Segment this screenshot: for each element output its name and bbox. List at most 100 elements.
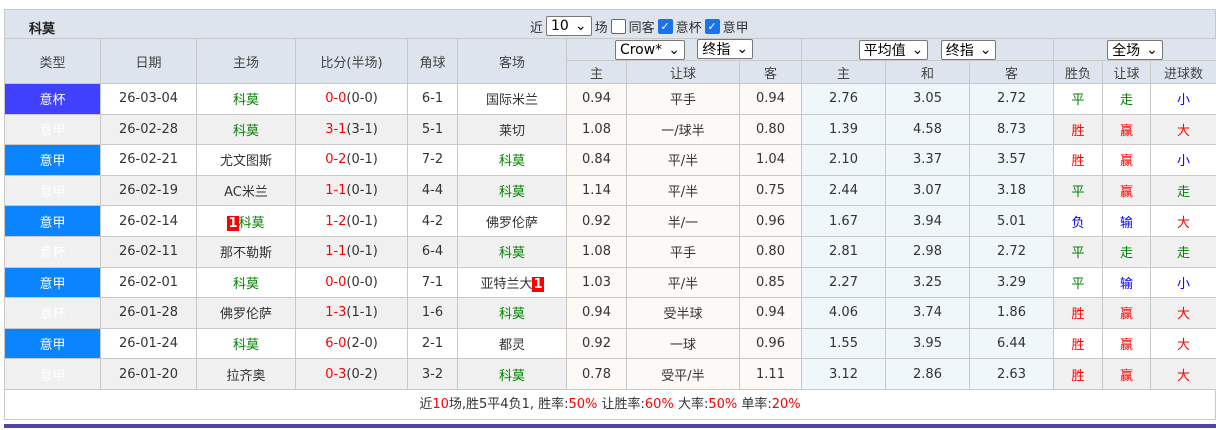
team-name[interactable]: 拉齐奥: [226, 368, 266, 384]
competition-cell[interactable]: 意甲: [4, 327, 101, 360]
result-cell: 负: [1053, 205, 1104, 237]
half-time-score: (0-1): [346, 213, 378, 229]
home-team-cell: 科莫: [196, 327, 296, 360]
handicap-result-cell: 赢: [1102, 113, 1152, 146]
handicap-result-cell: 赢: [1102, 358, 1152, 390]
average-select[interactable]: 平均值 ⌄: [858, 39, 929, 60]
odds-type-value: 终指: [702, 42, 731, 58]
date-cell: 26-02-01: [100, 266, 197, 299]
competition-cell[interactable]: 意甲: [4, 144, 101, 176]
team-name[interactable]: 佛罗伦萨: [219, 307, 272, 323]
header-e-draw: 和: [885, 60, 970, 84]
team-name[interactable]: AC米兰: [224, 185, 268, 201]
score-cell[interactable]: 0-2(0-1): [295, 144, 408, 176]
score-cell[interactable]: 1-2(0-1): [295, 205, 408, 237]
corner-cell: 5-1: [407, 113, 458, 146]
team-name[interactable]: 科莫: [498, 185, 525, 201]
corner-cell: 6-4: [407, 235, 458, 268]
team-name[interactable]: 莱切: [498, 123, 525, 139]
over-rate: 50%: [708, 396, 738, 412]
match-count-select[interactable]: 10 ⌄: [546, 16, 592, 36]
competition-cell[interactable]: 意甲: [4, 174, 101, 207]
score-cell[interactable]: 0-0(0-0): [295, 83, 408, 115]
team-name[interactable]: 国际米兰: [485, 93, 538, 109]
title-bar: 科莫 近 10 ⌄ 场 同客 ✓ 意杯 ✓ 意甲: [4, 9, 1216, 38]
avg-type-select[interactable]: 终指 ⌄: [940, 39, 997, 60]
result-cell: 平: [1053, 174, 1104, 207]
score-cell[interactable]: 1-3(1-1): [295, 297, 408, 329]
handicap-home-odds: 0.94: [566, 83, 627, 115]
team-name[interactable]: 科莫: [498, 307, 525, 323]
league-label: 意甲: [722, 20, 749, 36]
period-select[interactable]: 全场 ⌄: [1107, 39, 1163, 60]
league-checkbox[interactable]: ✓: [704, 18, 720, 34]
match-row: 意甲 26-02-14 1科莫 1-2(0-1) 4-2 佛罗伦萨 0.92 半…: [4, 205, 1216, 237]
europe-home-odds: 2.76: [801, 83, 886, 115]
handicap-home-odds: 1.14: [566, 174, 627, 207]
team-name[interactable]: 科莫: [498, 368, 525, 384]
score-cell[interactable]: 1-1(0-1): [295, 235, 408, 268]
europe-group-header: 平均值 ⌄ 终指 ⌄: [800, 38, 1055, 61]
half-time-score: (0-2): [346, 366, 378, 382]
europe-home-odds: 1.55: [801, 327, 886, 360]
handicap-group-header: Crow* ⌄ 终指 ⌄: [566, 38, 802, 61]
competition-cell[interactable]: 意甲: [4, 113, 101, 146]
date-cell: 26-02-28: [100, 113, 197, 146]
team-name[interactable]: 尤文图斯: [219, 154, 272, 170]
match-count-value: 10: [551, 18, 569, 34]
competition-cell[interactable]: 意杯: [4, 83, 101, 115]
team-name[interactable]: 科莫: [232, 276, 259, 292]
team-name[interactable]: 科莫: [232, 93, 259, 109]
half-time-score: (0-0): [346, 91, 378, 107]
half-time-score: (1-1): [346, 305, 378, 321]
competition-cell[interactable]: 意甲: [4, 266, 101, 299]
same-venue-checkbox[interactable]: [610, 18, 626, 34]
score-cell[interactable]: 0-0(0-0): [295, 266, 408, 299]
team-name[interactable]: 科莫: [238, 215, 265, 231]
handicap-line: 一球: [626, 327, 740, 360]
goals-result-cell: 走: [1150, 174, 1216, 207]
team-name[interactable]: 科莫: [232, 338, 259, 354]
period-value: 全场: [1112, 42, 1141, 59]
result-cell: 平: [1053, 266, 1104, 299]
team-name[interactable]: 亚特兰大: [480, 276, 533, 292]
goals-result-cell: 大: [1150, 327, 1216, 360]
chevron-down-icon: ⌄: [979, 41, 992, 58]
red-card-badge: 1: [532, 276, 544, 292]
competition-cell[interactable]: 意甲: [4, 205, 101, 237]
header-home: 主场: [196, 38, 296, 84]
score-cell[interactable]: 6-0(2-0): [295, 327, 408, 360]
odds-type-select[interactable]: 终指 ⌄: [697, 39, 754, 59]
competition-cell[interactable]: 意杯: [4, 235, 101, 268]
team-name[interactable]: 都灵: [498, 338, 525, 354]
score-cell[interactable]: 0-3(0-2): [295, 358, 408, 390]
goals-result-cell: 大: [1150, 358, 1216, 390]
corner-cell: 2-1: [407, 327, 458, 360]
date-cell: 26-02-19: [100, 174, 197, 207]
handicap-away-odds: 0.94: [739, 83, 802, 115]
header-h-away: 客: [739, 60, 802, 84]
home-team-cell: 科莫: [196, 266, 296, 299]
corner-cell: 6-1: [407, 83, 458, 115]
team-name[interactable]: 那不勒斯: [219, 246, 272, 262]
team-name[interactable]: 科莫: [232, 123, 259, 139]
home-team-cell: 那不勒斯: [196, 235, 296, 268]
competition-cell[interactable]: 意杯: [4, 297, 101, 329]
cup-checkbox[interactable]: ✓: [657, 18, 673, 34]
corner-cell: 3-2: [407, 358, 458, 390]
company-select[interactable]: Crow* ⌄: [614, 40, 685, 60]
handicap-result-cell: 赢: [1102, 144, 1152, 176]
competition-cell[interactable]: 意甲: [4, 358, 101, 390]
match-row: 意甲 26-02-21 尤文图斯 0-2(0-1) 7-2 科莫 0.84 平/…: [4, 144, 1216, 176]
result-cell: 胜: [1053, 297, 1104, 329]
europe-draw-odds: 3.37: [885, 144, 970, 176]
team-name[interactable]: 科莫: [498, 154, 525, 170]
team-name[interactable]: 佛罗伦萨: [485, 215, 538, 231]
handicap-line: 平/半: [626, 266, 740, 299]
handicap-away-odds: 0.94: [739, 297, 802, 329]
score-cell[interactable]: 3-1(3-1): [295, 113, 408, 146]
team-name[interactable]: 科莫: [498, 246, 525, 262]
team-title: 科莫: [29, 22, 56, 37]
away-team-cell: 科莫: [457, 358, 567, 390]
score-cell[interactable]: 1-1(0-1): [295, 174, 408, 207]
